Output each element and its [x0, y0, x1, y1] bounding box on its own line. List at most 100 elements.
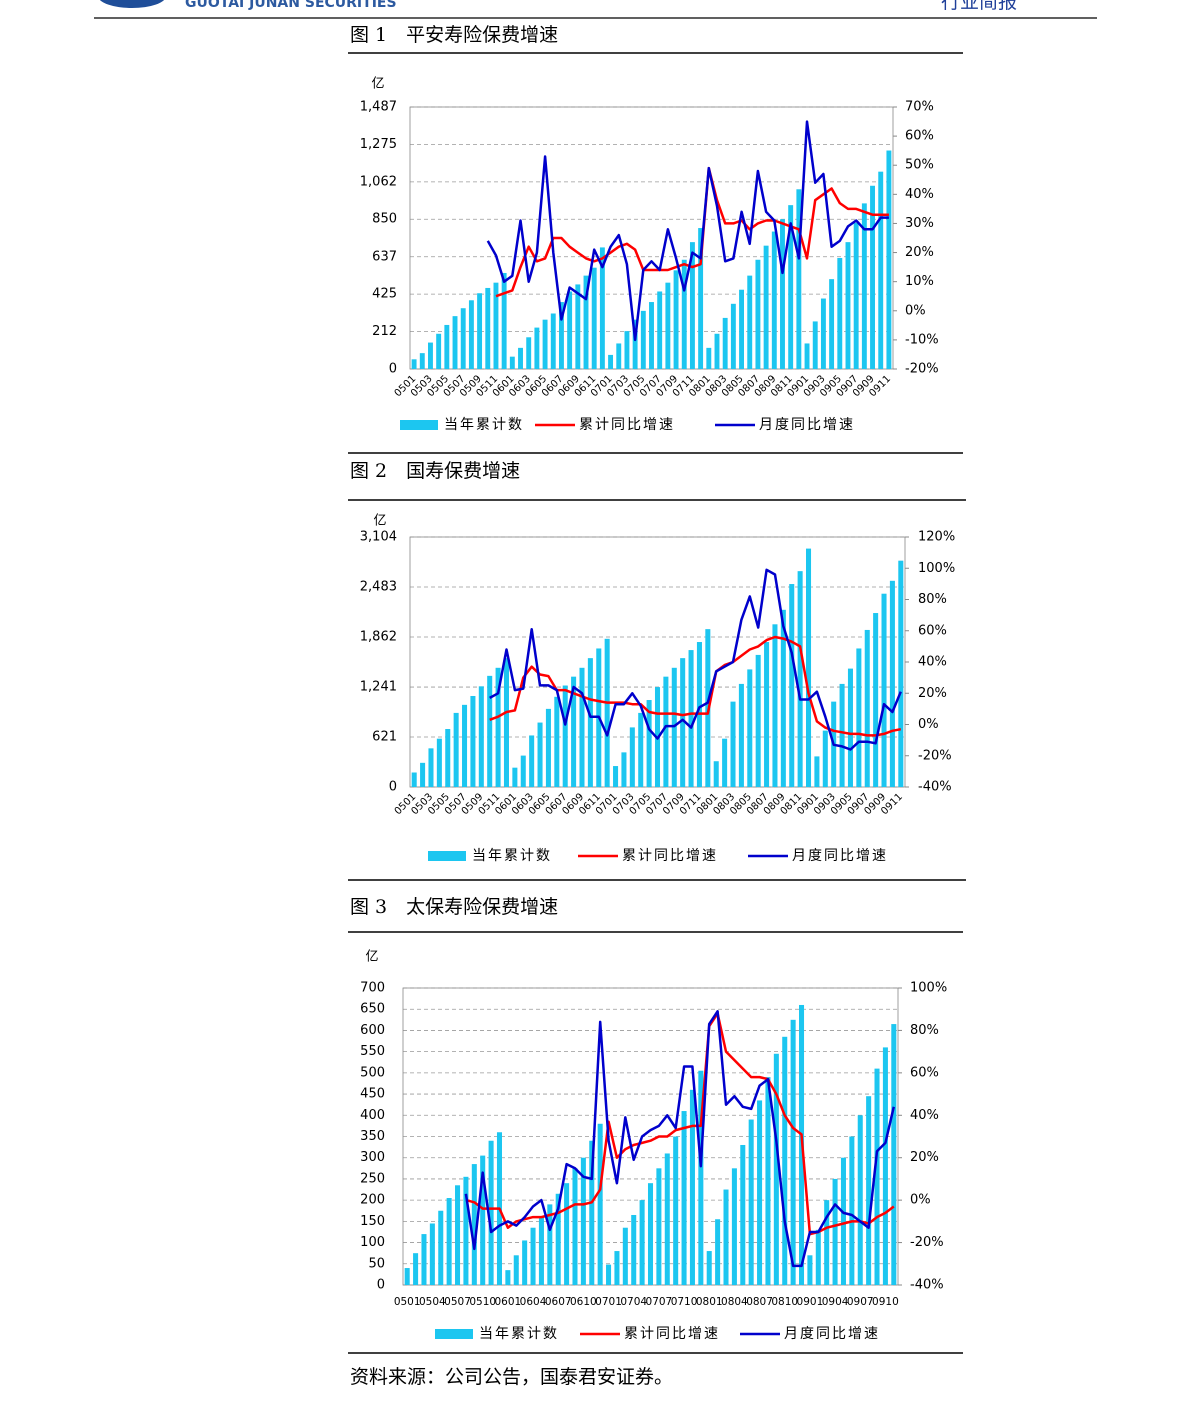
bar	[757, 1100, 763, 1285]
bar	[547, 1204, 553, 1285]
bar	[731, 1168, 737, 1285]
bar	[861, 203, 867, 369]
y2-tick-label: 60%	[905, 129, 934, 144]
bar	[822, 730, 828, 787]
bar	[488, 1140, 494, 1285]
bar	[878, 171, 884, 369]
bar	[522, 1240, 528, 1285]
bar	[681, 259, 687, 369]
bar	[755, 259, 761, 369]
y2-tick-label: -40%	[910, 1278, 944, 1293]
bar	[453, 712, 459, 787]
legend-swatch	[435, 1329, 473, 1339]
bar	[622, 1227, 628, 1285]
bar	[804, 343, 810, 369]
line	[465, 1012, 895, 1236]
bar	[487, 675, 493, 787]
bar	[613, 766, 619, 787]
legend-swatch	[428, 851, 466, 861]
bar	[664, 1153, 670, 1285]
legend-label: 月度同比增速	[784, 1326, 880, 1342]
bar	[512, 767, 518, 787]
bar	[520, 755, 526, 787]
bar	[773, 1053, 779, 1285]
bar	[864, 629, 870, 787]
bar	[845, 242, 851, 369]
bar	[812, 321, 818, 369]
y-tick-label: 200	[360, 1193, 385, 1208]
y2-tick-label: 0%	[905, 303, 926, 318]
bar	[567, 291, 573, 369]
bar	[421, 1234, 427, 1285]
bar	[639, 1200, 645, 1285]
y2-tick-label: 60%	[918, 623, 947, 638]
legend-label: 月度同比增速	[792, 848, 888, 864]
bar	[797, 571, 803, 787]
bar	[420, 762, 426, 787]
bar	[404, 1268, 410, 1285]
bar	[505, 1270, 511, 1285]
x-tick-label: 0701	[595, 1296, 622, 1308]
bar	[534, 327, 540, 369]
x-tick-label: 0910	[872, 1296, 899, 1308]
bar	[765, 1077, 771, 1285]
y-axis-unit: 亿	[373, 514, 386, 529]
y-tick-label: 500	[360, 1065, 385, 1080]
y-tick-label: 1,062	[360, 174, 397, 189]
bar	[853, 222, 859, 369]
y-axis-unit: 亿	[365, 950, 378, 965]
x-tick-label: 0704	[620, 1296, 647, 1308]
bar	[807, 1255, 813, 1285]
bar	[870, 185, 875, 369]
bar	[891, 1024, 897, 1285]
y-tick-label: 1,241	[360, 680, 397, 695]
y-tick-label: 850	[372, 212, 397, 227]
bar	[564, 1183, 570, 1285]
y-tick-label: 1,275	[360, 137, 397, 152]
bar	[706, 1251, 712, 1285]
y2-tick-label: 40%	[910, 1108, 939, 1123]
bar	[503, 658, 509, 787]
bar	[824, 1200, 830, 1285]
bar	[513, 1255, 519, 1285]
bar	[849, 1136, 855, 1285]
bar	[624, 331, 630, 369]
bar	[698, 228, 704, 369]
figure-title: 图 2 国寿保费增速	[350, 460, 520, 482]
bar	[722, 317, 728, 369]
bar	[898, 560, 904, 787]
bar	[771, 231, 777, 369]
bar	[688, 650, 694, 787]
y2-tick-label: 100%	[918, 561, 955, 576]
y-tick-label: 212	[372, 324, 397, 339]
bar	[738, 683, 744, 787]
line	[489, 568, 902, 751]
y2-tick-label: 60%	[910, 1065, 939, 1080]
bar	[413, 1253, 419, 1285]
bar	[604, 638, 610, 787]
bar	[599, 247, 605, 369]
bar	[673, 1136, 679, 1285]
legend-label: 当年累计数	[472, 848, 552, 864]
bar	[575, 284, 581, 369]
bar	[646, 700, 652, 787]
y-tick-label: 650	[360, 1002, 385, 1017]
x-tick-label: 0801	[696, 1296, 723, 1308]
y2-tick-label: 20%	[918, 686, 947, 701]
y-tick-label: 150	[360, 1214, 385, 1229]
y-tick-label: 1,862	[360, 630, 397, 645]
bar	[452, 316, 458, 369]
bar	[411, 772, 417, 787]
bar	[740, 1144, 746, 1285]
bar	[671, 667, 677, 787]
bar	[763, 245, 769, 369]
bar	[526, 337, 532, 369]
company-name: GUOTAI JUNAN SECURITIES	[185, 0, 397, 11]
bar	[555, 1193, 561, 1285]
bar	[530, 1227, 536, 1285]
bar	[411, 359, 417, 369]
bar	[571, 676, 577, 787]
y-tick-label: 250	[360, 1171, 385, 1186]
bar	[468, 300, 474, 369]
y2-tick-label: -20%	[910, 1235, 944, 1250]
